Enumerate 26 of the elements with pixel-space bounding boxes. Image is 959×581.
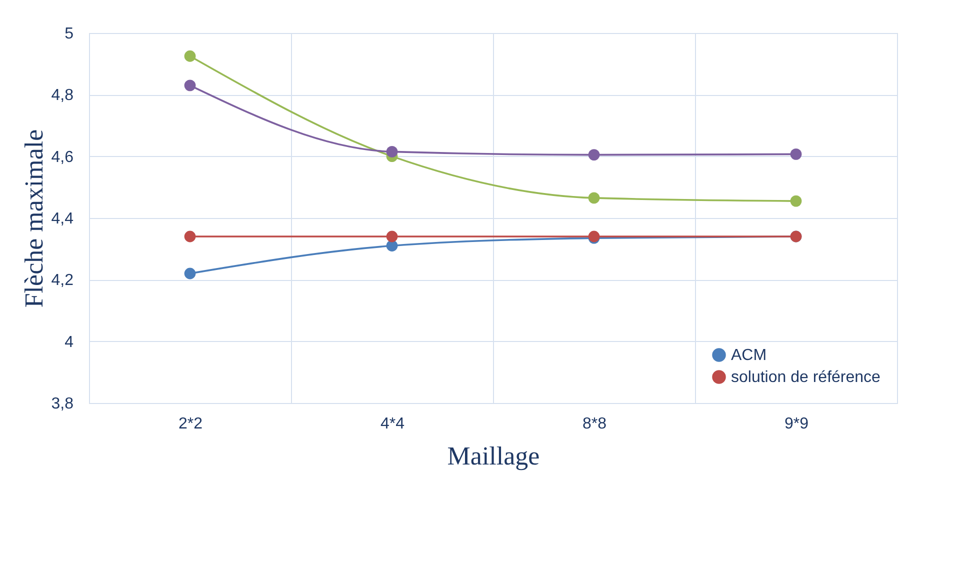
point: [184, 80, 196, 92]
point: [386, 240, 398, 252]
point: [184, 268, 196, 280]
x-tick-label: 2*2: [178, 416, 203, 432]
y-tick-label: 4: [64, 334, 74, 351]
legend-label: ACM: [731, 347, 767, 364]
point: [386, 230, 398, 242]
y-tick-label: 4,2: [51, 272, 74, 290]
point: [790, 195, 802, 207]
y-tick-label: 5: [64, 26, 74, 42]
point: [386, 146, 398, 158]
y-axis-title: Flèche maximale: [19, 129, 48, 308]
x-tick-label: 9*9: [784, 416, 809, 432]
point: [184, 50, 196, 62]
y-tick-label: 3,8: [51, 396, 74, 412]
point: [588, 149, 600, 160]
y-tick-label: 4,4: [51, 210, 74, 228]
legend-label: solution de référence: [731, 369, 881, 386]
y-tick-label: 4,6: [51, 148, 74, 166]
x-axis-title: Maillage: [447, 442, 540, 470]
point: [588, 192, 600, 204]
point: [184, 230, 196, 242]
x-tick-label: 8*8: [582, 416, 607, 432]
point: [790, 148, 802, 160]
y-tick-label: 4,8: [51, 87, 74, 104]
x-tick-label: 4*4: [380, 416, 405, 432]
